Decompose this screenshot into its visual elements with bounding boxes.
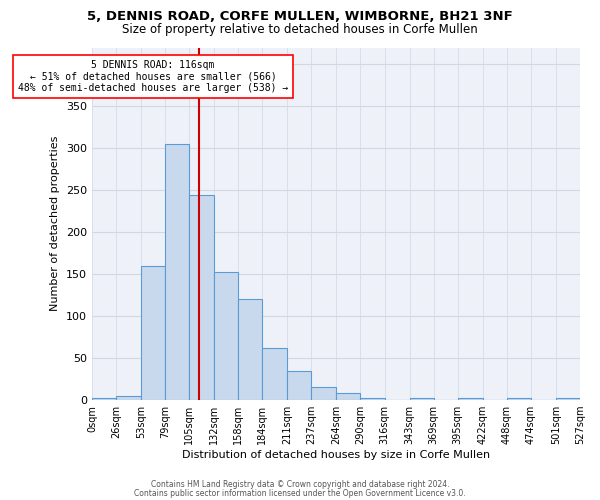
Text: Contains public sector information licensed under the Open Government Licence v3: Contains public sector information licen… xyxy=(134,488,466,498)
Bar xyxy=(92,398,116,400)
Bar xyxy=(214,272,238,400)
Bar xyxy=(337,392,361,400)
Bar xyxy=(189,195,214,400)
Bar xyxy=(311,386,337,400)
Bar xyxy=(507,398,531,400)
X-axis label: Distribution of detached houses by size in Corfe Mullen: Distribution of detached houses by size … xyxy=(182,450,490,460)
Bar xyxy=(116,396,141,400)
Text: 5, DENNIS ROAD, CORFE MULLEN, WIMBORNE, BH21 3NF: 5, DENNIS ROAD, CORFE MULLEN, WIMBORNE, … xyxy=(87,10,513,23)
Bar xyxy=(165,144,189,400)
Bar xyxy=(458,398,483,400)
Bar xyxy=(141,266,165,400)
Bar xyxy=(262,348,287,400)
Bar xyxy=(556,398,580,400)
Bar xyxy=(361,398,385,400)
Y-axis label: Number of detached properties: Number of detached properties xyxy=(50,136,61,312)
Bar xyxy=(410,398,434,400)
Text: Size of property relative to detached houses in Corfe Mullen: Size of property relative to detached ho… xyxy=(122,22,478,36)
Bar xyxy=(287,370,311,400)
Bar xyxy=(238,300,262,400)
Text: 5 DENNIS ROAD: 116sqm
← 51% of detached houses are smaller (566)
48% of semi-det: 5 DENNIS ROAD: 116sqm ← 51% of detached … xyxy=(18,60,288,94)
Text: Contains HM Land Registry data © Crown copyright and database right 2024.: Contains HM Land Registry data © Crown c… xyxy=(151,480,449,489)
